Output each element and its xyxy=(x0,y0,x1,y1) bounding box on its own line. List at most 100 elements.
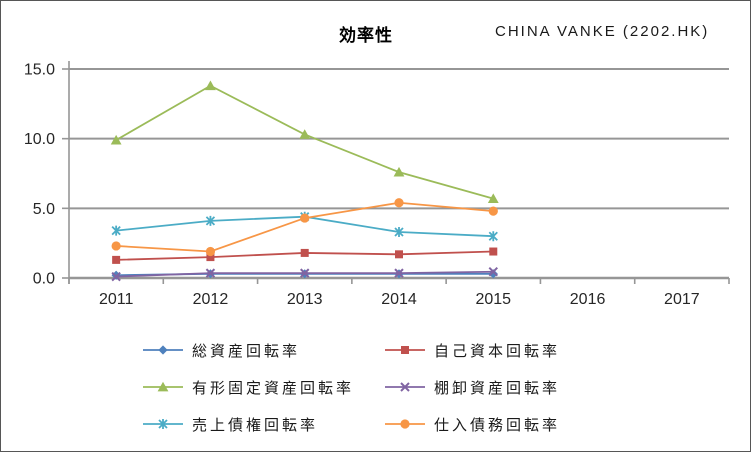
star-marker xyxy=(158,419,168,429)
circle-shape xyxy=(400,419,410,429)
square-marker xyxy=(395,250,403,259)
y-tick-label: 10.0 xyxy=(24,131,55,148)
circle-shape xyxy=(300,213,310,223)
triangle-shape xyxy=(205,80,216,91)
diamond-shape xyxy=(158,345,168,355)
x-tick-label: 2013 xyxy=(287,291,323,308)
circle-shape xyxy=(488,206,498,216)
triangle-shape xyxy=(393,166,405,177)
circle-marker xyxy=(111,241,121,251)
diamond-marker xyxy=(158,345,168,355)
x-shape xyxy=(300,268,310,278)
square-marker xyxy=(300,248,309,257)
legend-marker-graphic xyxy=(385,346,425,354)
x-tick-label: 2011 xyxy=(99,291,134,308)
square-shape xyxy=(112,255,121,264)
series-triangle xyxy=(110,80,499,203)
x-tick-label: 2015 xyxy=(475,291,511,308)
legend-label: 自己資本回転率 xyxy=(434,342,561,360)
x-tick-label: 2012 xyxy=(193,291,229,308)
series-line xyxy=(116,201,494,253)
x-marker xyxy=(205,268,216,278)
triangle-shape xyxy=(110,134,122,145)
x-shape xyxy=(205,268,216,278)
triangle-marker xyxy=(299,129,311,139)
x-shape xyxy=(111,271,121,282)
legend-item: 総資産回転率 xyxy=(142,340,384,361)
legend-label: 有形固定資産回転率 xyxy=(192,379,355,397)
x-marker xyxy=(488,267,498,277)
square-shape xyxy=(206,253,215,262)
legend-marker-graphic xyxy=(385,419,425,429)
legend-marker-graphic xyxy=(143,419,183,429)
x-shape xyxy=(400,382,410,392)
x-marker xyxy=(111,271,121,282)
square-shape xyxy=(401,346,409,354)
legend-marker-graphic xyxy=(385,382,425,392)
star-shape xyxy=(111,225,121,236)
chart-title: 効率性 xyxy=(339,26,393,45)
legend-label: 仕入債務回転率 xyxy=(434,416,561,434)
x-marker xyxy=(394,268,404,278)
square-marker xyxy=(112,255,121,264)
legend-item: 売上債権回転率 xyxy=(142,414,384,435)
square-marker xyxy=(489,247,498,256)
legend-item: 有形固定資産回転率 xyxy=(142,377,384,398)
circle-marker xyxy=(394,198,404,208)
legend-label: 売上債権回転率 xyxy=(192,416,319,434)
circle-shape xyxy=(394,198,404,208)
star-shape xyxy=(205,215,216,226)
circle-marker xyxy=(205,246,216,257)
circle-marker xyxy=(488,206,498,216)
legend-item: 自己資本回転率 xyxy=(384,340,560,361)
circle-marker xyxy=(300,213,310,223)
x-tick-label: 2014 xyxy=(381,291,417,308)
triangle-marker xyxy=(393,166,405,177)
square-shape xyxy=(489,247,498,256)
star-marker xyxy=(205,215,216,226)
triangle-marker xyxy=(110,134,122,145)
x-marker xyxy=(300,268,310,278)
legend-marker-graphic xyxy=(143,345,183,355)
legend-item: 仕入債務回転率 xyxy=(384,414,560,435)
x-tick-label: 2016 xyxy=(570,291,606,308)
legend-label: 総資産回転率 xyxy=(192,342,301,360)
star-marker xyxy=(111,225,121,236)
square-marker xyxy=(401,346,409,354)
triangle-shape xyxy=(299,129,311,139)
chart-legend: 総資産回転率 自己資本回転率有形固定資産回転率 棚卸資産回転率売上債権回転率 仕入債務… xyxy=(142,338,560,436)
series-circle xyxy=(111,198,498,257)
series-x xyxy=(111,267,498,282)
square-shape xyxy=(395,250,403,259)
circle-shape xyxy=(205,246,216,257)
circle-shape xyxy=(111,241,121,251)
square-marker xyxy=(206,253,215,262)
x-shape xyxy=(488,267,498,277)
square-shape xyxy=(300,248,309,257)
legend-label: 棚卸資産回転率 xyxy=(434,379,561,397)
triangle-shape xyxy=(487,193,499,203)
x-shape xyxy=(394,268,404,278)
triangle-shape xyxy=(157,381,169,392)
star-shape xyxy=(394,227,404,238)
circle-marker xyxy=(400,419,410,429)
star-marker xyxy=(488,231,498,242)
y-tick-label: 0.0 xyxy=(33,271,55,288)
triangle-marker xyxy=(205,80,216,91)
x-tick-label: 2017 xyxy=(664,291,700,308)
x-marker xyxy=(400,382,410,392)
triangle-marker xyxy=(487,193,499,203)
legend-marker-graphic xyxy=(143,381,183,392)
legend-item: 棚卸資産回転率 xyxy=(384,377,560,398)
star-shape xyxy=(158,419,168,429)
star-marker xyxy=(394,227,404,238)
ticker-label: CHINA VANKE (2202.HK) xyxy=(495,23,710,40)
y-tick-label: 15.0 xyxy=(24,62,55,79)
triangle-marker xyxy=(157,381,169,392)
y-tick-label: 5.0 xyxy=(33,201,55,218)
star-shape xyxy=(488,231,498,242)
series-square xyxy=(112,247,498,264)
series-line xyxy=(115,84,494,200)
